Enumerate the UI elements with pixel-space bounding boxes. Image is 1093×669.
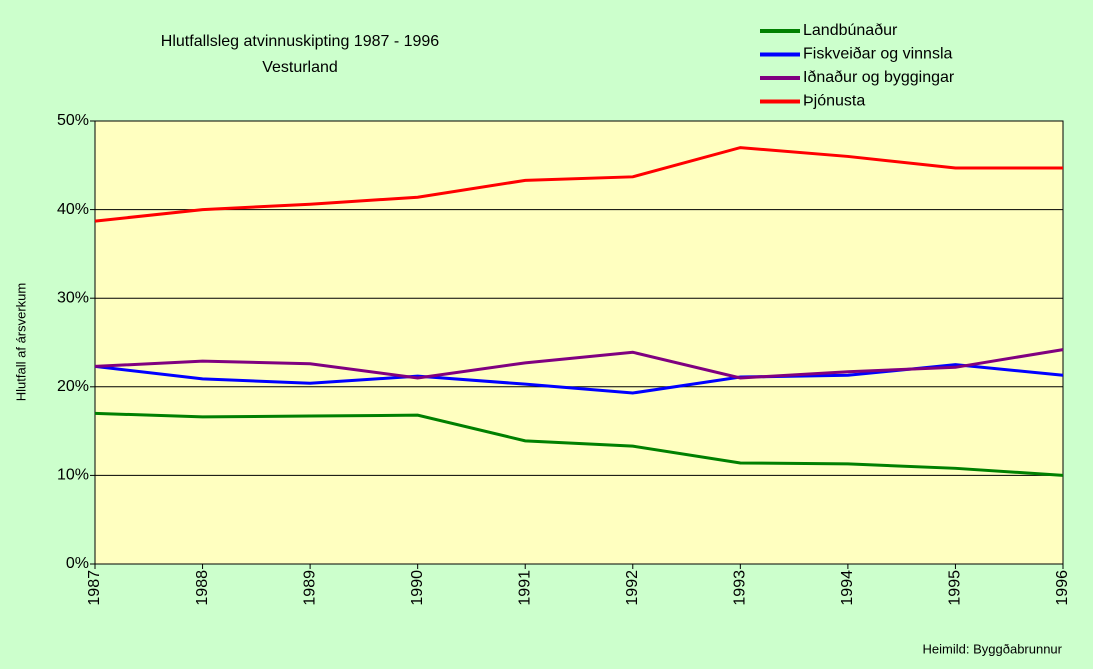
x-tick-label: 1988 [194, 570, 211, 606]
x-tick-label: 1990 [409, 570, 426, 606]
y-tick-label: 30% [57, 289, 89, 306]
x-tick-label: 1991 [516, 570, 533, 606]
y-tick-label: 40% [57, 201, 89, 218]
x-tick-label: 1987 [86, 570, 103, 606]
legend-label: Þjónusta [803, 93, 865, 110]
x-tick-label: 1995 [947, 570, 964, 606]
legend-label: Fiskveiðar og vinnsla [803, 46, 953, 63]
legend-label: Iðnaður og byggingar [803, 69, 955, 86]
x-tick-label: 1996 [1054, 570, 1071, 606]
y-tick-label: 50% [57, 112, 89, 129]
series-line [94, 411, 1064, 477]
plot-area [94, 120, 1064, 565]
series-line [94, 348, 1064, 380]
chart-title: Hlutfallsleg atvinnuskipting 1987 - 1996 [161, 33, 440, 50]
x-tick-label: 1993 [732, 570, 749, 606]
x-tick-label: 1994 [839, 570, 856, 606]
source-note: Heimild: Byggðabrunnur [923, 641, 1063, 656]
y-tick-label: 20% [57, 378, 89, 395]
x-tick-label: 1989 [301, 570, 318, 606]
series-line [94, 146, 1063, 223]
chart-subtitle: Vesturland [262, 59, 338, 76]
x-tick-label: 1992 [624, 570, 641, 606]
y-tick-label: 10% [57, 467, 89, 484]
legend-label: Landbúnaður [803, 22, 898, 39]
y-tick-label: 0% [66, 555, 89, 572]
y-axis-label: Hlutfall af ársverkum [13, 283, 28, 401]
